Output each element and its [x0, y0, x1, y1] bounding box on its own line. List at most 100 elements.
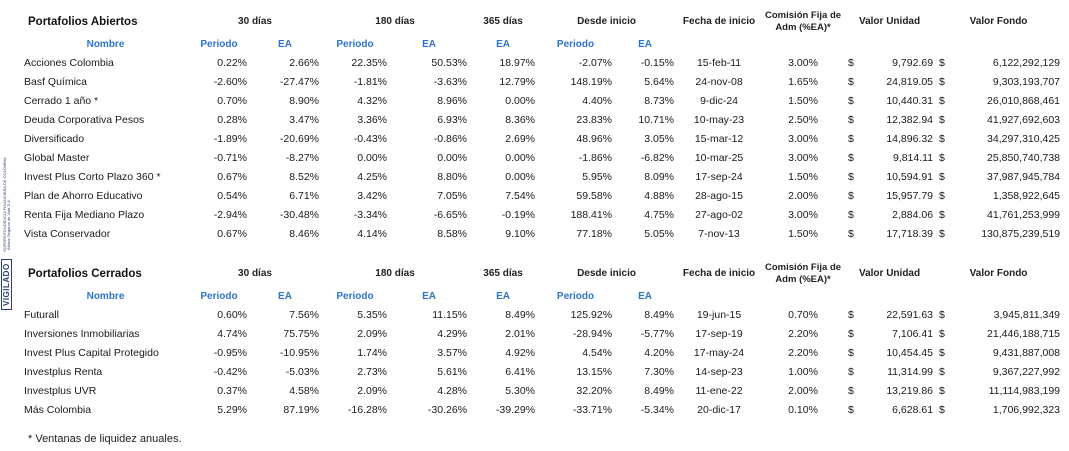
comision-cell: 2.20% [788, 327, 818, 340]
periodo-desde-inicio-cell: 4.40% [582, 94, 613, 107]
ea-30-cell: -8.27% [285, 151, 320, 164]
periodo-30-cell: -0.71% [213, 151, 247, 164]
currency-symbol: $ [848, 227, 854, 240]
subheader-periodo: Periodo [336, 38, 374, 50]
comision-cell: 0.70% [788, 308, 818, 321]
header-desde-inicio: Desde inicio [577, 16, 636, 27]
currency-symbol: $ [848, 327, 854, 340]
valor-fondo-cell: $1,358,922,645 [935, 186, 1062, 205]
ea-365-cell: 0.00% [505, 94, 536, 107]
table-row: Acciones Colombia 0.22% 2.66% 22.35% 50.53% 1… [22, 53, 1062, 72]
valor-fondo-value: 9,303,193,707 [992, 75, 1061, 88]
fecha-inicio-cell: 17-may-24 [693, 346, 745, 359]
portfolio-name-cell: Cerrado 1 año * [24, 94, 99, 107]
ea-365-cell: 0.00% [505, 170, 536, 183]
portfolio-name-cell: Acciones Colombia [24, 56, 114, 69]
ea-180-cell: 3.57% [437, 346, 468, 359]
ea-30-cell: 8.46% [289, 227, 320, 240]
fecha-inicio-cell: 19-jun-15 [696, 308, 742, 321]
valor-unidad-cell: $13,219.86 [844, 381, 935, 400]
table-row: Futurall 0.60% 7.56% 5.35% 11.15% 8.49% 125.92… [22, 305, 1062, 324]
ea-180-cell: 8.80% [437, 170, 468, 183]
portfolio-name-cell: Investplus Renta [24, 365, 103, 378]
table-row: Basf Química -2.60% -27.47% -1.81% -3.63% 12.… [22, 72, 1062, 91]
valor-fondo-cell: $9,431,887,008 [935, 343, 1062, 362]
portfolio-name-cell: Basf Química [24, 75, 88, 88]
ea-30-cell: 4.58% [289, 384, 320, 397]
ea-30-cell: 3.47% [289, 113, 320, 126]
currency-symbol: $ [939, 346, 945, 359]
fecha-inicio-cell: 20-dic-17 [697, 403, 741, 416]
ea-180-cell: -30.26% [427, 403, 468, 416]
fecha-inicio-cell: 27-ago-02 [695, 208, 743, 221]
periodo-180-cell: 2.73% [357, 365, 388, 378]
subheader-ea: EA [496, 38, 510, 50]
header-comision: Comisión Fija de Adm (%EA)* [765, 9, 842, 33]
valor-unidad-cell: $11,314.99 [844, 362, 935, 381]
currency-symbol: $ [939, 403, 945, 416]
valor-unidad-cell: $12,382.94 [844, 110, 935, 129]
open-portfolios-body: Acciones Colombia 0.22% 2.66% 22.35% 50.53% 1… [22, 53, 1062, 243]
periodo-desde-inicio-cell: 148.19% [570, 75, 613, 88]
valor-fondo-cell: $11,114,983,199 [935, 381, 1062, 400]
portfolio-name-cell: Deuda Corporativa Pesos [24, 113, 145, 126]
ea-180-cell: 8.58% [437, 227, 468, 240]
fecha-inicio-cell: 11-ene-22 [695, 384, 743, 397]
valor-unidad-value: 17,718.39 [886, 227, 934, 240]
valor-unidad-value: 12,382.94 [886, 113, 934, 126]
periodo-180-cell: 22.35% [351, 56, 388, 69]
ea-desde-inicio-cell: 4.20% [644, 346, 675, 359]
portfolio-name-cell: Más Colombia [24, 403, 92, 416]
valor-unidad-cell: $9,814.11 [844, 148, 935, 167]
ea-desde-inicio-cell: 8.09% [644, 170, 675, 183]
ea-desde-inicio-cell: 4.88% [644, 189, 675, 202]
portfolio-name-cell: Plan de Ahorro Educativo [24, 189, 143, 202]
ea-180-cell: 8.96% [437, 94, 468, 107]
ea-180-cell: 11.15% [432, 308, 468, 321]
currency-symbol: $ [848, 308, 854, 321]
periodo-180-cell: -16.28% [347, 403, 388, 416]
valor-unidad-cell: $10,454.45 [844, 343, 935, 362]
periodo-30-cell: -0.95% [213, 346, 247, 359]
subheader-row: Nombre Periodo EA Periodo EA EA Periodo … [22, 287, 1062, 305]
currency-symbol: $ [939, 227, 945, 240]
closed-portfolios-body: Futurall 0.60% 7.56% 5.35% 11.15% 8.49% 125.92… [22, 305, 1062, 419]
valor-fondo-value: 26,010,868,461 [987, 94, 1061, 107]
periodo-30-cell: 0.67% [217, 170, 247, 183]
allianz-label: Allianz Seguros de Vida S.A. [6, 198, 11, 250]
periodo-180-cell: -3.34% [353, 208, 388, 221]
header-valor-unidad: Valor Unidad [858, 268, 921, 279]
currency-symbol: $ [848, 170, 854, 183]
ea-desde-inicio-cell: 8.49% [644, 308, 675, 321]
valor-unidad-value: 10,440.31 [886, 94, 934, 107]
valor-unidad-cell: $7,106.41 [844, 324, 935, 343]
ea-desde-inicio-cell: 8.49% [644, 384, 675, 397]
fecha-inicio-cell: 14-sep-23 [695, 365, 743, 378]
valor-unidad-value: 11,314.99 [887, 365, 934, 378]
periodo-30-cell: 0.60% [217, 308, 247, 321]
fecha-inicio-cell: 10-may-23 [693, 113, 745, 126]
ea-365-cell: 9.10% [505, 227, 536, 240]
valor-unidad-value: 14,896.32 [886, 132, 934, 145]
table-row: Invest Plus Corto Plazo 360 * 0.67% 8.52% 4… [22, 167, 1062, 186]
table-row: Global Master -0.71% -8.27% 0.00% 0.00% 0.00%… [22, 148, 1062, 167]
subheader-periodo: Periodo [200, 38, 238, 50]
valor-unidad-cell: $14,896.32 [844, 129, 935, 148]
fecha-inicio-cell: 17-sep-24 [695, 170, 743, 183]
periodo-desde-inicio-cell: 188.41% [570, 208, 613, 221]
ea-180-cell: 5.61% [437, 365, 468, 378]
open-portfolios-table: Portafolios Abiertos 30 días 180 días 36… [22, 8, 1062, 243]
valor-fondo-value: 130,875,239,519 [981, 227, 1061, 240]
table-row: Diversificado -1.89% -20.69% -0.43% -0.86% 2.… [22, 129, 1062, 148]
portfolio-name-cell: Invest Plus Capital Protegido [24, 346, 159, 359]
ea-desde-inicio-cell: 3.05% [644, 132, 675, 145]
valor-fondo-cell: $3,945,811,349 [935, 305, 1062, 324]
closed-portfolios-table: Portafolios Cerrados 30 días 180 días 36… [22, 260, 1062, 419]
periodo-180-cell: 4.14% [357, 227, 388, 240]
valor-fondo-cell: $25,850,740,738 [935, 148, 1062, 167]
ea-30-cell: 8.52% [289, 170, 320, 183]
section-title: Portafolios Cerrados [28, 267, 142, 280]
periodo-30-cell: 5.29% [217, 403, 247, 416]
ea-desde-inicio-cell: -5.34% [640, 403, 675, 416]
currency-symbol: $ [848, 94, 854, 107]
